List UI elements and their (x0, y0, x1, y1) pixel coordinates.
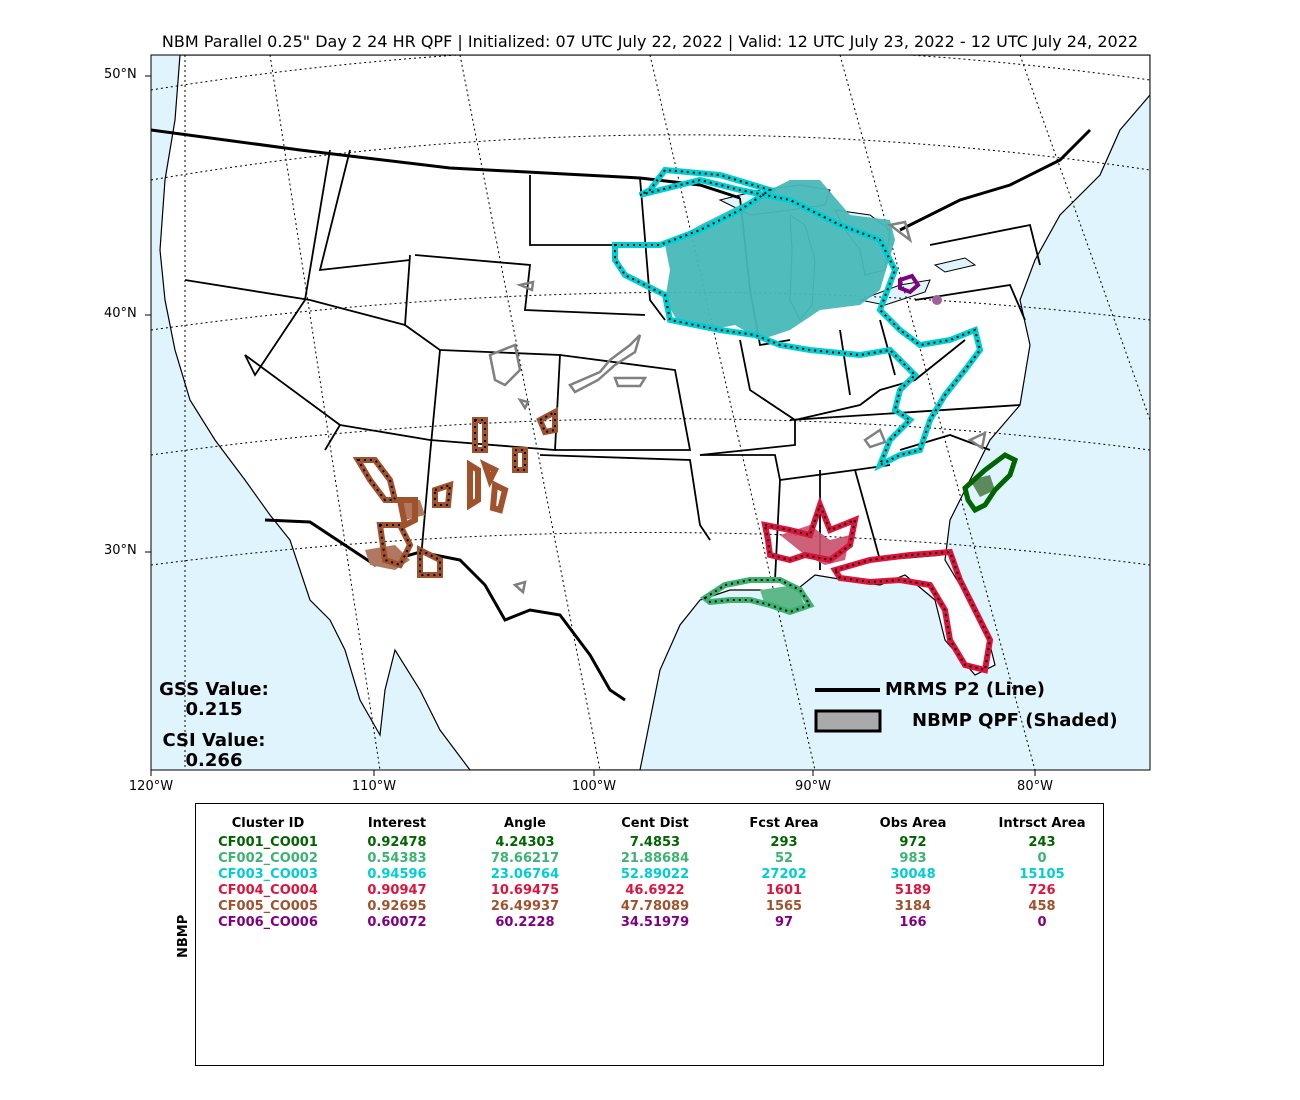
cluster-stats-table: Cluster ID Interest Angle Cent Dist Fcst Are… (195, 803, 1104, 1066)
lake-ontario (933, 257, 977, 273)
cf005-outline-dots (356, 410, 556, 576)
table-cell-angle: 23.06764 (490, 867, 560, 882)
table-cell-obs-area: 5189 (894, 883, 932, 898)
table-header-interest: Interest (367, 816, 427, 831)
lon-label-80w: 80°W (1017, 779, 1053, 794)
table-header-cluster-id: Cluster ID (231, 816, 305, 831)
qpf-map (145, 54, 1151, 776)
table-cell-cent-dist: 21.88684 (620, 851, 690, 866)
table-cell-interest: 0.60072 (367, 915, 427, 930)
table-cell-obs-area: 166 (899, 915, 927, 930)
lat-label-40n: 40°N (104, 306, 137, 321)
table-cell-obs-area: 983 (899, 851, 927, 866)
legend-line-label: MRMS P2 (Line) (885, 679, 1046, 700)
csi-value: 0.266 (185, 750, 243, 771)
table-cell-cluster-id: CF001_CO001 (218, 835, 318, 850)
table-header-intrsct-area: Intrsct Area (998, 816, 1086, 831)
table-cell-cluster-id: CF003_CO003 (218, 867, 318, 882)
table-cell-fcst-area: 293 (770, 835, 798, 850)
table-header-fcst-area: Fcst Area (749, 816, 819, 831)
csi-stat: CSI Value: 0.266 (150, 731, 278, 771)
lon-label-110w: 110°W (351, 779, 397, 794)
table-cell-intrsct-area: 15105 (1019, 867, 1065, 882)
table-cell-intrsct-area: 0 (1037, 851, 1047, 866)
table-cell-interest: 0.54383 (367, 851, 427, 866)
table-cell-angle: 78.66217 (490, 851, 560, 866)
table-cell-cluster-id: CF005_CO005 (218, 899, 318, 914)
legend-shaded-label: NBMP QPF (Shaded) (912, 710, 1118, 731)
cf006-outline (898, 273, 921, 295)
table-cell-cent-dist: 34.51979 (620, 915, 690, 930)
lon-label-90w: 90°W (795, 779, 831, 794)
unmatched-outlines (488, 220, 987, 595)
table-cell-obs-area: 972 (899, 835, 927, 850)
gss-value: 0.215 (185, 699, 243, 720)
gss-label: GSS Value: (159, 679, 269, 700)
table-cell-intrsct-area: 243 (1028, 835, 1056, 850)
table-cell-angle: 4.24303 (495, 835, 555, 850)
lat-label-30n: 30°N (104, 543, 137, 558)
csi-label: CSI Value: (162, 730, 266, 751)
table-cell-obs-area: 3184 (894, 899, 932, 914)
table-cell-cent-dist: 47.78089 (620, 899, 690, 914)
cf004-outline-dots (763, 502, 992, 672)
table-cell-interest: 0.94596 (367, 867, 427, 882)
table-cell-interest: 0.92478 (367, 835, 427, 850)
table-cell-interest: 0.92695 (367, 899, 427, 914)
cf001-outline (962, 452, 1019, 514)
gss-stat: GSS Value: 0.215 (150, 680, 278, 720)
table-cell-fcst-area: 27202 (761, 867, 807, 882)
table-cell-intrsct-area: 458 (1028, 899, 1056, 914)
table-cell-fcst-area: 1601 (765, 883, 803, 898)
cf002-outline (699, 577, 815, 616)
table-cell-angle: 26.49937 (490, 899, 560, 914)
table-header-cent-dist: Cent Dist (621, 816, 689, 831)
table-cell-fcst-area: 97 (774, 915, 794, 930)
table-header-obs-area: Obs Area (879, 816, 947, 831)
table-cell-cluster-id: CF002_CO002 (218, 851, 318, 866)
table-cell-cent-dist: 52.89022 (620, 867, 690, 882)
table-cell-angle: 60.2228 (495, 915, 555, 930)
table-header-angle: Angle (504, 816, 546, 831)
cf003-outline-dots (614, 168, 982, 468)
cf005-shaded (365, 500, 425, 570)
table-cell-cluster-id: CF006_CO006 (218, 915, 318, 930)
lon-label-100w: 100°W (571, 779, 617, 794)
table-cell-angle: 10.69475 (490, 883, 560, 898)
table-cell-intrsct-area: 726 (1028, 883, 1056, 898)
table-cell-fcst-area: 52 (774, 851, 794, 866)
map-title: NBM Parallel 0.25" Day 2 24 HR QPF | Ini… (161, 32, 1139, 51)
table-cell-cluster-id: CF004_CO004 (218, 883, 318, 898)
table-cell-obs-area: 30048 (890, 867, 936, 882)
lat-label-50n: 50°N (104, 67, 137, 82)
table-cell-fcst-area: 1565 (765, 899, 803, 914)
lon-label-120w: 120°W (128, 779, 174, 794)
legend-shaded-symbol (814, 709, 882, 733)
canada-border (151, 128, 741, 200)
table-cell-intrsct-area: 0 (1037, 915, 1047, 930)
table-side-label: NBMP (176, 914, 191, 958)
mexico-border (264, 518, 626, 702)
table-cell-cent-dist: 7.4853 (629, 835, 681, 850)
map-frame (150, 54, 1151, 771)
cf006-shaded (932, 295, 942, 305)
table-cell-cent-dist: 46.6922 (625, 883, 685, 898)
canada-border-east (899, 128, 1092, 232)
tick-marks (145, 75, 1036, 776)
table-cell-interest: 0.90947 (367, 883, 427, 898)
